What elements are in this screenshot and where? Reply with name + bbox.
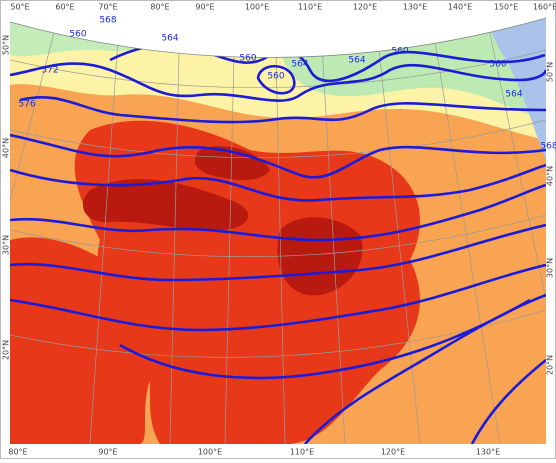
contour-label: 572 [41, 66, 58, 76]
latitude-label: 20°N [546, 355, 555, 375]
latitude-label: 30°N [546, 258, 555, 278]
latitude-label: 40°N [546, 166, 555, 186]
contour-label: 560 [69, 30, 86, 40]
contour-label: 564 [348, 56, 365, 66]
latitude-label: 50°N [546, 62, 555, 82]
longitude-label: 90°E [195, 3, 214, 12]
contour-label: 564 [291, 60, 308, 70]
longitude-label: 100°E [245, 3, 269, 12]
longitude-label: 110°E [298, 3, 322, 12]
isoline [10, 223, 546, 282]
isoline [10, 183, 546, 242]
longitude-label: 120°E [381, 448, 405, 457]
latitude-lines [10, 49, 546, 358]
isoline [119, 298, 531, 380]
longitude-label: 150°E [494, 3, 518, 12]
longitude-label: 50°E [10, 3, 29, 12]
contour-label: 560 [267, 72, 284, 82]
isoline [304, 293, 546, 444]
map-edge [9, 17, 547, 58]
isoline [10, 163, 546, 202]
isoline [19, 95, 546, 124]
darkred-field [194, 146, 270, 180]
latitude-label: 30°N [2, 235, 11, 255]
contour-label: 568 [99, 16, 116, 26]
longitude-label: 120°E [353, 3, 377, 12]
longitude-label: 70°E [98, 3, 117, 12]
contour-label: 564 [505, 90, 522, 100]
sea-field [480, 18, 546, 160]
longitude-label: 130°E [476, 448, 500, 457]
isoline [10, 263, 546, 332]
contour-label: 564 [161, 34, 178, 44]
darkred-field [82, 179, 249, 231]
longitude-label: 140°E [448, 3, 472, 12]
longitude-label: 80°E [8, 448, 27, 457]
red-field [10, 237, 159, 444]
longitude-label: 160°E [533, 3, 556, 12]
contour-label: 560 [239, 54, 256, 64]
latitude-label: 20°N [2, 340, 11, 360]
longitude-label: 130°E [403, 3, 427, 12]
isoline [470, 358, 546, 444]
longitude-label: 80°E [150, 3, 169, 12]
contour-label: 560 [391, 47, 408, 57]
longitude-lines [10, 18, 546, 444]
latitude-label: 40°N [2, 138, 11, 158]
contour-label: 576 [18, 100, 35, 110]
isoline [10, 133, 546, 179]
contour-label: 560 [489, 60, 506, 70]
longitude-label: 90°E [98, 448, 117, 457]
longitude-label: 100°E [198, 448, 222, 457]
isoline [256, 65, 296, 95]
contour-label: 568 [540, 142, 556, 152]
isoline [10, 62, 546, 102]
longitude-label: 110°E [290, 448, 314, 457]
longitude-label: 60°E [55, 3, 74, 12]
latitude-label: 50°N [2, 35, 11, 55]
